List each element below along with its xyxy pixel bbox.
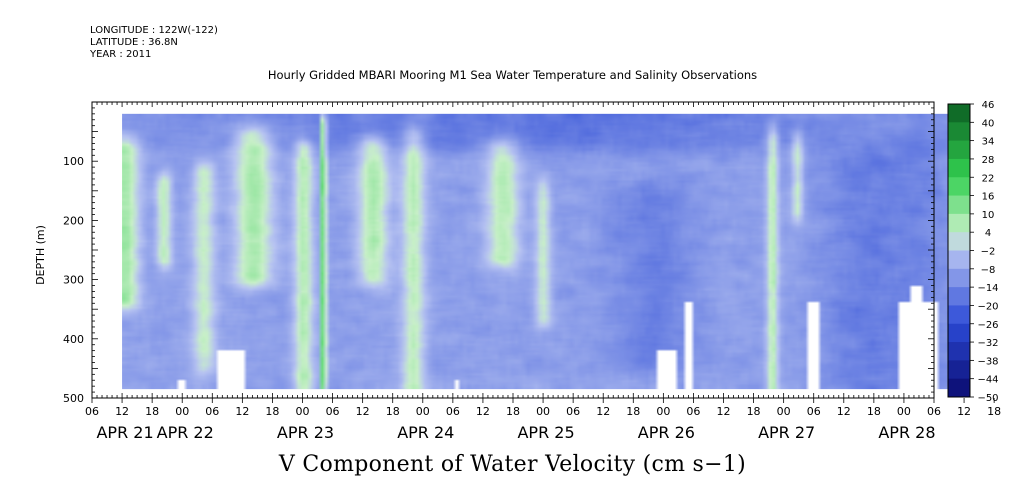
y-tick-label: 300 (63, 274, 84, 287)
colorbar-label: −2 (981, 247, 996, 258)
x-hour-tick-label: 12 (717, 405, 731, 418)
colorbar-swatch (948, 305, 970, 325)
y-tick-label: 200 (63, 214, 84, 227)
x-hour-tick-label: 00 (175, 405, 189, 418)
x-hour-tick-label: 18 (145, 405, 159, 418)
x-hour-tick-label: 06 (566, 405, 580, 418)
x-hour-tick-label: 06 (205, 405, 219, 418)
colorbar-label: −20 (977, 301, 998, 312)
x-hour-tick-label: 18 (265, 405, 279, 418)
colorbar-label: −26 (977, 320, 998, 331)
latitude-label: LATITUDE : 36.8N (90, 37, 178, 48)
colorbar-swatch (948, 378, 970, 398)
colorbar-swatch (948, 360, 970, 380)
colorbar-swatch (948, 287, 970, 306)
colorbar-swatch (948, 122, 970, 142)
x-hour-tick-label: 12 (957, 405, 971, 418)
x-hour-tick-label: 18 (747, 405, 761, 418)
colorbar-label: −44 (977, 375, 998, 386)
x-axis-label-text: V Component of Water Velocity (cm s−1) (278, 452, 747, 477)
colorbar-label: 16 (982, 192, 995, 203)
x-hour-tick-label: 00 (416, 405, 430, 418)
x-hour-tick-label: 06 (326, 405, 340, 418)
chart-title-text: Hourly Gridded MBARI Mooring M1 Sea Wate… (267, 68, 758, 82)
x-hour-tick-label: 18 (386, 405, 400, 418)
colorbar-swatch (948, 323, 970, 343)
colorbar-label: −8 (981, 265, 996, 276)
colorbar-swatch (948, 213, 970, 233)
colorbar-label: 28 (982, 155, 995, 166)
x-date-label: APR 26 (638, 423, 695, 442)
colorbar-label: 46 (982, 100, 995, 111)
x-hour-tick-label: 12 (837, 405, 851, 418)
colorbar-label: −32 (977, 338, 998, 349)
longitude-label: LONGITUDE : 122W(-122) (90, 25, 218, 36)
x-date-label: APR 23 (277, 423, 334, 442)
x-hour-tick-label: 06 (686, 405, 700, 418)
x-hour-tick-label: 12 (356, 405, 370, 418)
x-hour-tick-label: 18 (506, 405, 520, 418)
x-date-label: APR 28 (878, 423, 935, 442)
x-hour-tick-label: 18 (867, 405, 881, 418)
x-hour-tick-label: 06 (85, 405, 99, 418)
y-tick-label: 400 (63, 333, 84, 346)
colorbar-label: −14 (977, 283, 998, 294)
x-hour-tick-label: 18 (626, 405, 640, 418)
x-date-label: APR 21 (96, 423, 153, 442)
x-date-label: APR 24 (397, 423, 454, 442)
colorbar-swatch (948, 158, 970, 178)
x-hour-tick-label: 00 (777, 405, 791, 418)
y-tick-label: 100 (63, 155, 84, 168)
colorbar-label: −50 (977, 393, 998, 404)
x-date-label: APR 27 (758, 423, 815, 442)
colorbar-swatch (948, 195, 970, 215)
x-hour-tick-label: 12 (115, 405, 129, 418)
x-hour-tick-label: 00 (897, 405, 911, 418)
heatmap-layer (122, 113, 955, 390)
x-hour-tick-label: 06 (927, 405, 941, 418)
x-hour-tick-label: 18 (987, 405, 1001, 418)
colorbar-label: 4 (985, 228, 991, 239)
colorbar-label: 40 (982, 118, 995, 129)
colorbar-swatch (948, 104, 970, 123)
x-hour-tick-label: 12 (235, 405, 249, 418)
x-hour-tick-label: 06 (807, 405, 821, 418)
colorbar-label: 22 (982, 173, 995, 184)
axes-layer: 06 12 18 00 06 12 18 00 06 12 18 00 06 12 18 00 06 12 18 00… (34, 101, 1001, 442)
colorbar-layer: 46 40 34 28 22 16 10 4 −2 −8 −14 −20 −26 −32 −38 −44 −50 (947, 100, 999, 404)
colorbar-label: 34 (982, 137, 995, 148)
x-date-label: APR 22 (157, 423, 214, 442)
colorbar-label: −38 (977, 356, 998, 367)
colorbar-swatch (948, 177, 970, 197)
x-hour-tick-label: 12 (596, 405, 610, 418)
x-hour-tick-label: 00 (536, 405, 550, 418)
x-date-label: APR 25 (517, 423, 574, 442)
colorbar-swatch (948, 342, 970, 361)
velocity-field (122, 113, 955, 390)
x-hour-tick-label: 00 (656, 405, 670, 418)
colorbar-label: 10 (982, 210, 995, 221)
year-label: YEAR : 2011 (90, 49, 152, 60)
colorbar-swatch (948, 250, 970, 270)
x-hour-tick-label: 00 (296, 405, 310, 418)
colorbar-swatch (948, 268, 970, 288)
y-axis-label: DEPTH (m) (34, 225, 47, 285)
colorbar-swatch (948, 140, 970, 160)
x-hour-tick-label: 06 (446, 405, 460, 418)
y-tick-label: 500 (63, 392, 84, 405)
colorbar-swatch (948, 232, 970, 251)
x-hour-tick-label: 12 (476, 405, 490, 418)
x-axis-label: V Component of Water Velocity (cm s−1) (0, 452, 1009, 477)
chart-title: Hourly Gridded MBARI Mooring M1 Sea Wate… (0, 68, 1009, 82)
